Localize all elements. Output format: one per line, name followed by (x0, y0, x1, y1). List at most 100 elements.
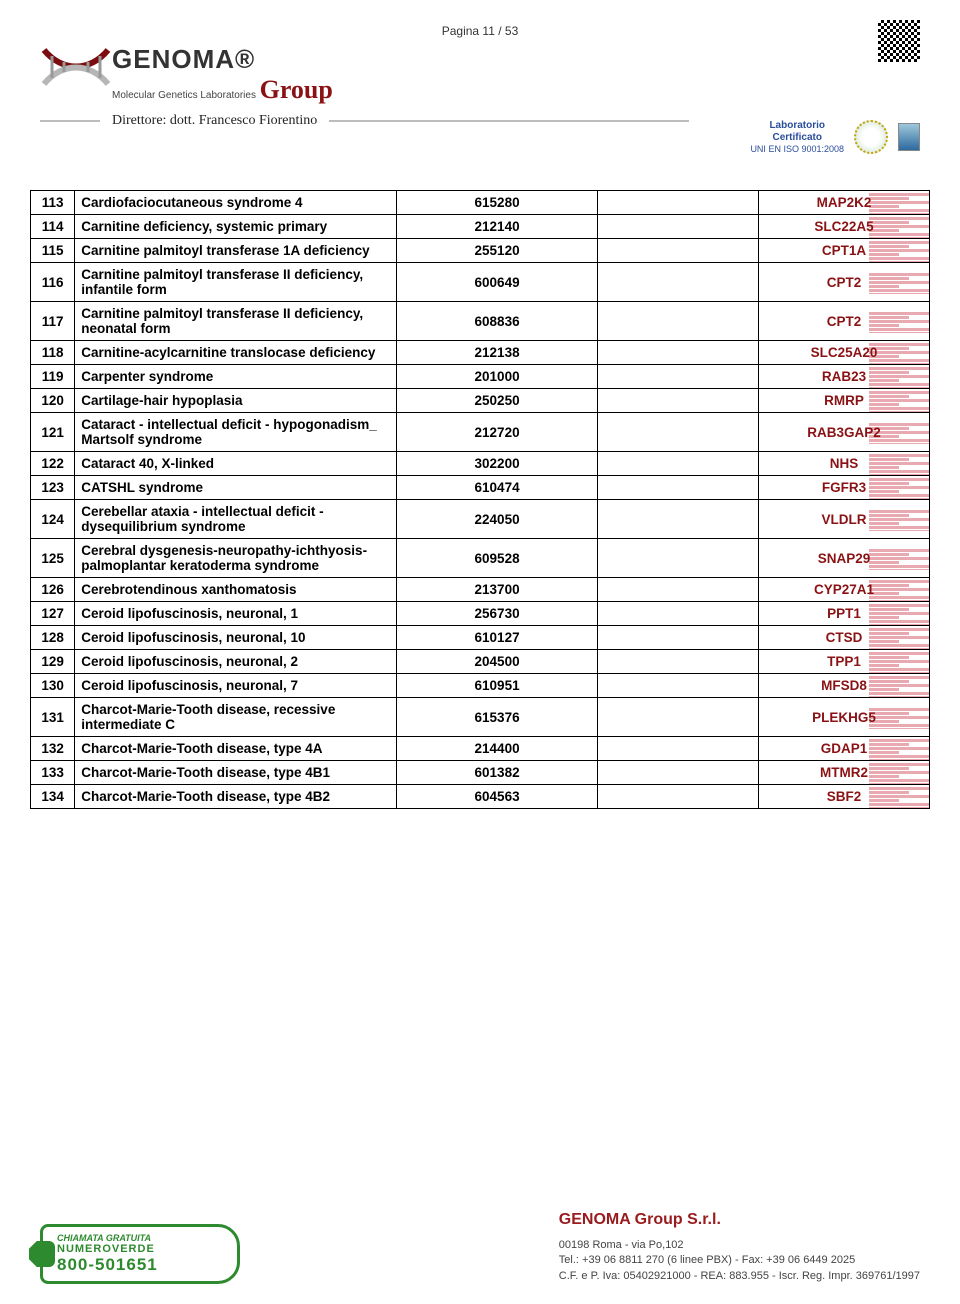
table-row: 127Ceroid lipofuscinosis, neuronal, 1256… (31, 602, 930, 626)
empty-cell (598, 539, 759, 578)
gene-cell: RMRP (759, 389, 930, 413)
omim-code: 224050 (397, 500, 598, 539)
empty-cell (598, 674, 759, 698)
gene-symbol: MFSD8 (821, 678, 867, 693)
certification-block: Laboratorio Certificato UNI EN ISO 9001:… (750, 120, 920, 155)
disease-name: Charcot-Marie-Tooth disease, type 4B2 (75, 785, 397, 809)
row-index: 119 (31, 365, 75, 389)
gene-cell: CPT2 (759, 302, 930, 341)
gene-symbol: SLC22A5 (814, 219, 873, 234)
row-index: 131 (31, 698, 75, 737)
row-index: 116 (31, 263, 75, 302)
gene-bars-icon (869, 706, 929, 729)
empty-cell (598, 365, 759, 389)
omim-code: 610474 (397, 476, 598, 500)
company-info: GENOMA Group S.r.l. 00198 Roma - via Po,… (559, 1209, 920, 1284)
gene-bars-icon (869, 761, 929, 784)
gene-bars-icon (869, 271, 929, 294)
empty-cell (598, 785, 759, 809)
gene-cell: PLEKHG5 (759, 698, 930, 737)
gene-bars-icon (869, 452, 929, 475)
gene-cell: CTSD (759, 626, 930, 650)
row-index: 124 (31, 500, 75, 539)
row-index: 133 (31, 761, 75, 785)
gene-cell: RAB3GAP2 (759, 413, 930, 452)
gene-symbol: RMRP (824, 393, 864, 408)
gene-cell: MTMR2 (759, 761, 930, 785)
gene-bars-icon (869, 508, 929, 531)
disease-name: Ceroid lipofuscinosis, neuronal, 1 (75, 602, 397, 626)
empty-cell (598, 500, 759, 539)
gene-cell: VLDLR (759, 500, 930, 539)
omim-code: 610127 (397, 626, 598, 650)
empty-cell (598, 302, 759, 341)
disease-name: Cardiofaciocutaneous syndrome 4 (75, 191, 397, 215)
empty-cell (598, 263, 759, 302)
disease-name: Charcot-Marie-Tooth disease, type 4B1 (75, 761, 397, 785)
diseases-table: 113Cardiofaciocutaneous syndrome 4615280… (30, 190, 930, 809)
cert-badge-icon (898, 123, 920, 151)
omim-code: 201000 (397, 365, 598, 389)
row-index: 129 (31, 650, 75, 674)
empty-cell (598, 650, 759, 674)
row-index: 127 (31, 602, 75, 626)
gene-cell: PPT1 (759, 602, 930, 626)
disease-name: Carnitine palmitoyl transferase II defic… (75, 263, 397, 302)
disease-name: Carnitine palmitoyl transferase II defic… (75, 302, 397, 341)
table-row: 117Carnitine palmitoyl transferase II de… (31, 302, 930, 341)
disease-name: Cerebellar ataxia - intellectual deficit… (75, 500, 397, 539)
gene-symbol: RAB3GAP2 (807, 425, 881, 440)
gene-bars-icon (869, 674, 929, 697)
table-row: 124Cerebellar ataxia - intellectual defi… (31, 500, 930, 539)
empty-cell (598, 413, 759, 452)
disease-name: Ceroid lipofuscinosis, neuronal, 7 (75, 674, 397, 698)
table-row: 129Ceroid lipofuscinosis, neuronal, 2204… (31, 650, 930, 674)
disease-name: Cataract 40, X-linked (75, 452, 397, 476)
company-title: GENOMA Group S.r.l. (559, 1209, 920, 1231)
gene-symbol: FGFR3 (822, 480, 866, 495)
row-index: 130 (31, 674, 75, 698)
row-index: 117 (31, 302, 75, 341)
gene-bars-icon (869, 341, 929, 364)
gene-bars-icon (869, 239, 929, 262)
table-row: 114Carnitine deficiency, systemic primar… (31, 215, 930, 239)
gene-bars-icon (869, 547, 929, 570)
brand-group: Group (260, 75, 333, 104)
omim-code: 615376 (397, 698, 598, 737)
gene-bars-icon (869, 626, 929, 649)
table-row: 121Cataract - intellectual deficit - hyp… (31, 413, 930, 452)
omim-code: 609528 (397, 539, 598, 578)
omim-code: 213700 (397, 578, 598, 602)
row-index: 122 (31, 452, 75, 476)
omim-code: 212140 (397, 215, 598, 239)
empty-cell (598, 626, 759, 650)
empty-cell (598, 698, 759, 737)
gene-cell: GDAP1 (759, 737, 930, 761)
nv-line3: 800-501651 (57, 1255, 223, 1275)
table-row: 116Carnitine palmitoyl transferase II de… (31, 263, 930, 302)
gene-cell: SLC25A20 (759, 341, 930, 365)
empty-cell (598, 389, 759, 413)
disease-name: Cerebral dysgenesis-neuropathy-ichthyosi… (75, 539, 397, 578)
company-cf: C.F. e P. Iva: 05402921000 - REA: 883.95… (559, 1269, 920, 1284)
gene-symbol: SLC25A20 (811, 345, 878, 360)
cert-uni: UNI EN ISO 9001:2008 (750, 144, 844, 155)
empty-cell (598, 578, 759, 602)
row-index: 113 (31, 191, 75, 215)
disease-name: Carnitine-acylcarnitine translocase defi… (75, 341, 397, 365)
gene-bars-icon (869, 737, 929, 760)
omim-code: 600649 (397, 263, 598, 302)
omim-code: 212720 (397, 413, 598, 452)
disease-name: Ceroid lipofuscinosis, neuronal, 10 (75, 626, 397, 650)
disease-name: Charcot-Marie-Tooth disease, type 4A (75, 737, 397, 761)
gene-cell: MAP2K2 (759, 191, 930, 215)
table-row: 130Ceroid lipofuscinosis, neuronal, 7610… (31, 674, 930, 698)
row-index: 121 (31, 413, 75, 452)
divider-icon (329, 120, 689, 122)
gene-cell: RAB23 (759, 365, 930, 389)
gene-cell: FGFR3 (759, 476, 930, 500)
empty-cell (598, 761, 759, 785)
table-row: 126Cerebrotendinous xanthomatosis213700C… (31, 578, 930, 602)
disease-name: Ceroid lipofuscinosis, neuronal, 2 (75, 650, 397, 674)
qr-code-icon (876, 18, 922, 64)
